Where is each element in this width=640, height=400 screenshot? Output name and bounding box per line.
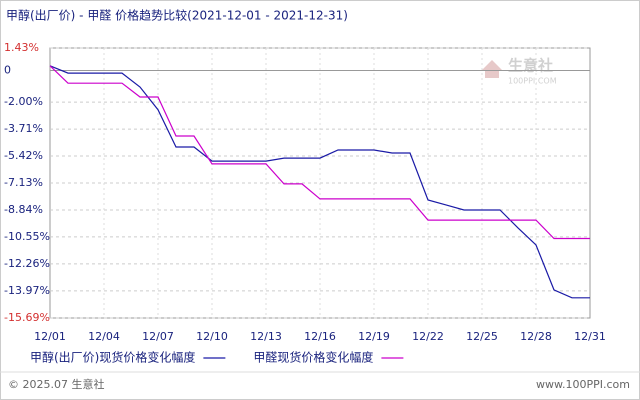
chart-title: 甲醇(出厂价) - 甲醛 价格趋势比较(2021-12-01 - 2021-12…: [6, 8, 348, 23]
x-tick-label: 12/25: [466, 330, 498, 343]
legend-label: 甲醛现货价格变化幅度: [253, 350, 373, 365]
watermark-name: 生意社: [508, 57, 553, 75]
x-tick-label: 12/16: [304, 330, 336, 343]
footer-copyright: © 2025.07 生意社: [8, 377, 104, 391]
series-line: [49, 65, 590, 299]
legend-label: 甲醇(出厂价)现货价格变化幅度: [30, 350, 195, 365]
y-tick-label: -8.84%: [4, 203, 43, 216]
y-tick-label: -7.13%: [4, 176, 43, 189]
x-tick-label: 12/22: [412, 330, 444, 343]
x-tick-label: 12/13: [250, 330, 282, 343]
x-tick-label: 12/19: [358, 330, 390, 343]
footer-site: www.100PPI.com: [536, 378, 630, 391]
x-tick-label: 12/07: [142, 330, 174, 343]
y-tick-label: 0: [4, 64, 11, 77]
x-tick-label: 12/28: [520, 330, 552, 343]
x-tick-label: 12/04: [88, 330, 120, 343]
watermark-logo: [482, 60, 502, 78]
x-tick-label: 12/01: [34, 330, 66, 343]
y-tick-label: -5.42%: [4, 149, 43, 162]
x-tick-label: 12/31: [574, 330, 606, 343]
y-tick-label: -3.71%: [4, 122, 43, 135]
y-tick-label: -2.00%: [4, 95, 43, 108]
x-tick-label: 12/10: [196, 330, 228, 343]
y-tick-label: 1.43%: [4, 41, 39, 54]
watermark-url: 100PPI.COM: [508, 77, 557, 86]
y-tick-label: -10.55%: [4, 230, 50, 243]
y-tick-label: -12.26%: [4, 257, 50, 270]
y-tick-label: -15.69%: [4, 311, 50, 324]
series-line: [49, 65, 590, 240]
watermark: 生意社 100PPI.COM: [482, 57, 557, 86]
y-tick-label: -13.97%: [4, 284, 50, 297]
